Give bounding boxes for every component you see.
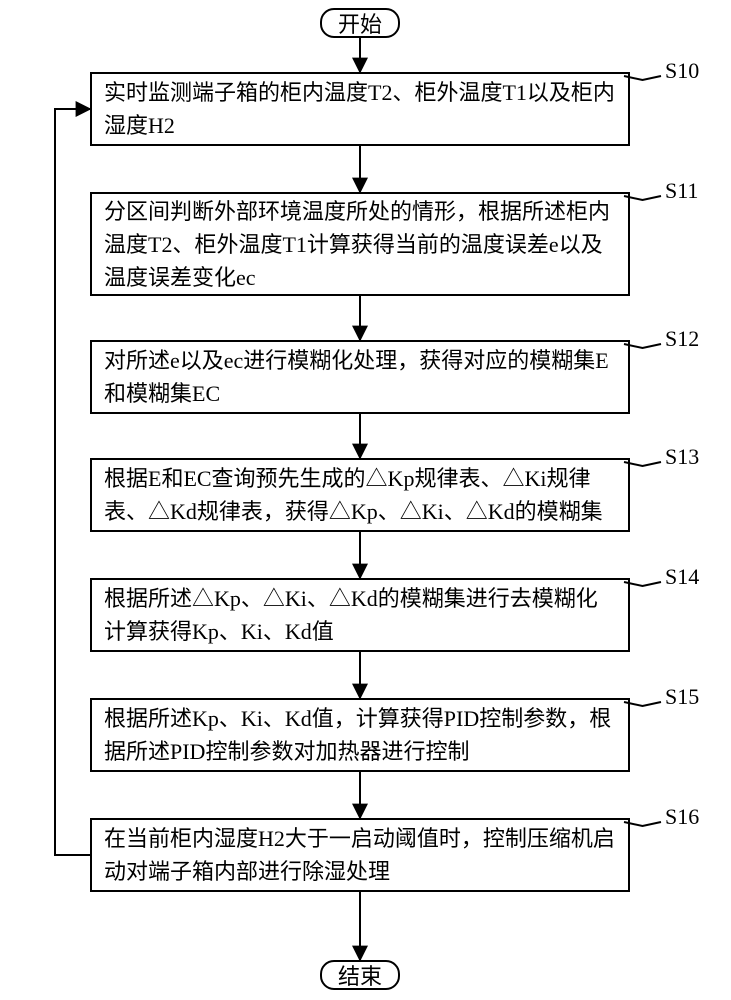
step-label-s14: S14 — [665, 564, 699, 590]
step-label-s12: S12 — [665, 326, 699, 352]
process-s15: 根据所述Kp、Ki、Kd值，计算获得PID控制参数，根据所述PID控制参数对加热… — [90, 698, 630, 772]
step-label-s11: S11 — [665, 178, 698, 204]
process-s12: 对所述e以及ec进行模糊化处理，获得对应的模糊集E和模糊集EC — [90, 340, 630, 414]
process-s13-text: 根据E和EC查询预先生成的△Kp规律表、△Ki规律表、△Kd规律表，获得△Kp、… — [104, 462, 616, 528]
process-s10-text: 实时监测端子箱的柜内温度T2、柜外温度T1以及柜内湿度H2 — [104, 76, 616, 142]
terminator-start: 开始 — [320, 8, 400, 38]
process-s13: 根据E和EC查询预先生成的△Kp规律表、△Ki规律表、△Kd规律表，获得△Kp、… — [90, 458, 630, 532]
process-s16-text: 在当前柜内湿度H2大于一启动阈值时，控制压缩机启动对端子箱内部进行除湿处理 — [104, 822, 616, 888]
process-s14-text: 根据所述△Kp、△Ki、△Kd的模糊集进行去模糊化计算获得Kp、Ki、Kd值 — [104, 582, 616, 648]
step-label-s16: S16 — [665, 804, 699, 830]
terminator-end-label: 结束 — [338, 959, 382, 991]
process-s15-text: 根据所述Kp、Ki、Kd值，计算获得PID控制参数，根据所述PID控制参数对加热… — [104, 702, 616, 768]
terminator-start-label: 开始 — [338, 7, 382, 39]
process-s16: 在当前柜内湿度H2大于一启动阈值时，控制压缩机启动对端子箱内部进行除湿处理 — [90, 818, 630, 892]
process-s10: 实时监测端子箱的柜内温度T2、柜外温度T1以及柜内湿度H2 — [90, 72, 630, 146]
process-s11: 分区间判断外部环境温度所处的情形，根据所述柜内温度T2、柜外温度T1计算获得当前… — [90, 192, 630, 296]
process-s12-text: 对所述e以及ec进行模糊化处理，获得对应的模糊集E和模糊集EC — [104, 344, 616, 410]
flowchart-canvas: 开始 实时监测端子箱的柜内温度T2、柜外温度T1以及柜内湿度H2 S10 分区间… — [0, 0, 731, 1000]
step-label-s13: S13 — [665, 444, 699, 470]
process-s11-text: 分区间判断外部环境温度所处的情形，根据所述柜内温度T2、柜外温度T1计算获得当前… — [104, 195, 616, 294]
terminator-end: 结束 — [320, 960, 400, 990]
step-label-s10: S10 — [665, 58, 699, 84]
process-s14: 根据所述△Kp、△Ki、△Kd的模糊集进行去模糊化计算获得Kp、Ki、Kd值 — [90, 578, 630, 652]
step-label-s15: S15 — [665, 684, 699, 710]
